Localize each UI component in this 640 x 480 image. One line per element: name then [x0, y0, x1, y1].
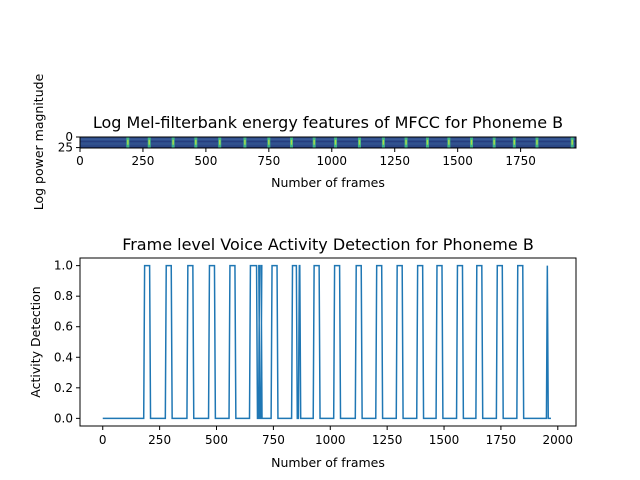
heatmap-bright-core — [290, 139, 293, 145]
heatmap-subplot: Log Mel-filterbank energy features of MF… — [31, 73, 577, 210]
vad-x-tick-label: 250 — [148, 433, 171, 447]
heatmap-bright-core — [148, 139, 150, 145]
vad-x-tick-label: 1750 — [486, 433, 517, 447]
heatmap-y-tick-label: 25 — [58, 141, 73, 155]
vad-frame — [79, 257, 577, 427]
vad-x-tick-label: 500 — [205, 433, 228, 447]
heatmap-band — [80, 140, 576, 143]
heatmap-bright-core — [493, 139, 495, 145]
heatmap-bright-core — [172, 139, 174, 145]
heatmap-x-tick-label: 750 — [257, 154, 280, 168]
heatmap-bright-core — [195, 139, 197, 145]
heatmap-x-tick-label: 250 — [131, 154, 154, 168]
vad-x-tick-label: 2000 — [543, 433, 574, 447]
vad-x-tick-label: 1000 — [315, 433, 346, 447]
heatmap-bright-core — [382, 139, 385, 145]
heatmap-frame — [79, 136, 577, 149]
heatmap-x-tick-label: 1000 — [317, 154, 348, 168]
heatmap-x-tick-label: 0 — [76, 154, 84, 168]
vad-subplot: Frame level Voice Activity Detection for… — [28, 235, 577, 470]
heatmap-x-tick-label: 500 — [194, 154, 217, 168]
heatmap-x-tick-label: 1500 — [442, 154, 473, 168]
heatmap-x-tick-label: 1250 — [379, 154, 410, 168]
heatmap-image — [80, 137, 576, 149]
heatmap-background — [80, 137, 576, 148]
heatmap-band — [80, 138, 576, 140]
heatmap-bright-core — [334, 139, 337, 145]
vad-y-tick-label: 1.0 — [54, 259, 73, 273]
vad-x-tick-label: 1500 — [429, 433, 460, 447]
heatmap-bright-core — [268, 139, 270, 145]
vad-title: Frame level Voice Activity Detection for… — [122, 235, 534, 254]
heatmap-title: Log Mel-filterbank energy features of MF… — [93, 113, 563, 132]
heatmap-band — [80, 145, 576, 147]
vad-x-label: Number of frames — [271, 455, 385, 470]
heatmap-y-ticks: 025 — [58, 130, 80, 155]
heatmap-bright-core — [358, 139, 361, 145]
vad-series-line — [102, 264, 551, 420]
vad-y-tick-label: 0.4 — [54, 350, 73, 364]
vad-y-tick-label: 0.8 — [54, 289, 73, 303]
heatmap-bright-core — [470, 139, 473, 145]
heatmap-bright-core — [536, 139, 538, 145]
heatmap-x-label: Number of frames — [271, 175, 385, 190]
heatmap-y-tick-label: 0 — [65, 130, 73, 144]
heatmap-bright-core — [448, 139, 450, 145]
heatmap-x-tick-label: 1750 — [505, 154, 536, 168]
vad-x-tick-label: 1250 — [372, 433, 403, 447]
heatmap-bright-core — [313, 139, 315, 145]
vad-x-tick-label: 0 — [99, 433, 107, 447]
heatmap-bright-core — [405, 139, 407, 145]
vad-y-tick-label: 0.6 — [54, 320, 73, 334]
vad-y-tick-label: 0.0 — [54, 411, 73, 425]
heatmap-bright-core — [571, 139, 573, 145]
heatmap-bright-core — [513, 139, 516, 145]
vad-x-tick-label: 750 — [262, 433, 285, 447]
heatmap-bright-core — [219, 139, 221, 145]
heatmap-x-ticks: 0 250 500 750 1000 1250 1500 1750 — [76, 148, 536, 168]
vad-x-ticks: 0 250 500 750 1000 1250 1500 1750 2000 — [99, 426, 573, 447]
heatmap-band — [80, 143, 576, 145]
heatmap-y-label: Log power magnitude — [31, 73, 46, 210]
vad-y-label: Activity Detection — [28, 286, 43, 397]
vad-y-ticks: 0.0 0.2 0.4 0.6 0.8 1.0 — [54, 259, 80, 425]
heatmap-bright-core — [426, 139, 429, 145]
heatmap-bright-core — [244, 139, 246, 145]
heatmap-bright-core — [127, 139, 129, 145]
vad-y-tick-label: 0.2 — [54, 381, 73, 395]
